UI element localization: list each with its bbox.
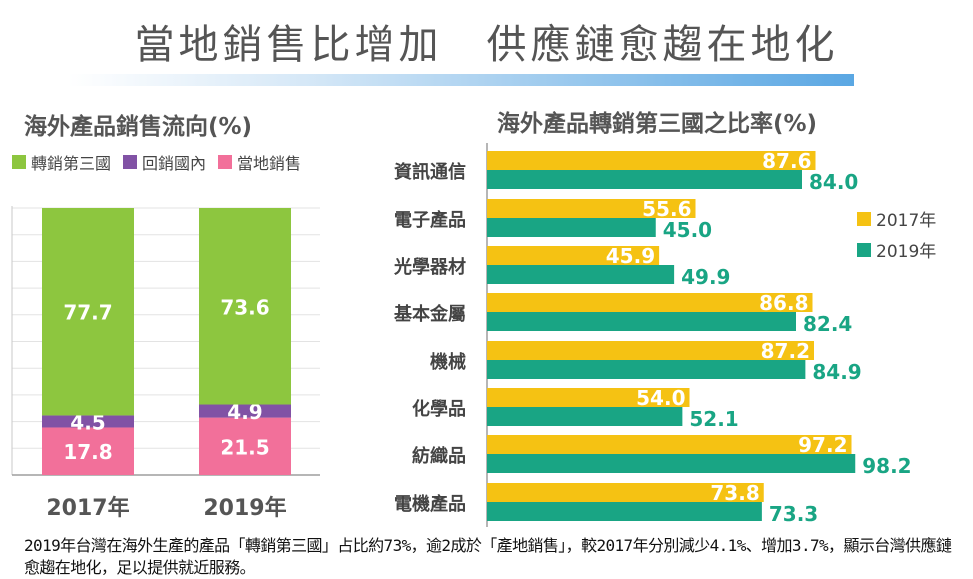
legend-swatch-yellow <box>857 211 871 226</box>
x-tick-label: 2017年 <box>46 495 129 521</box>
legend-label: 轉銷第三國 <box>31 154 112 173</box>
bar-segment <box>42 208 134 416</box>
data-label: 84.0 <box>809 170 858 194</box>
y-tick-label: 機械 <box>430 351 466 373</box>
legend-swatch-green <box>12 155 26 169</box>
data-label: 55.6 <box>642 197 691 221</box>
legend-label: 回銷國內 <box>142 154 207 173</box>
page-title: 當地銷售比增加 供應鏈愈趨在地化 <box>134 22 839 68</box>
legend-label: 2017年 <box>876 211 937 231</box>
y-tick-label: 紡織品 <box>412 445 466 467</box>
legend-item-2017: 2017年 <box>857 206 936 231</box>
legend-item-return: 回銷國內 <box>123 150 206 174</box>
legend-item-transfer: 轉銷第三國 <box>12 150 111 174</box>
bar-2017 <box>487 483 764 502</box>
legend-swatch-teal <box>857 242 871 257</box>
y-tick-label: 電子產品 <box>394 209 466 231</box>
legend-label: 2019年 <box>876 242 937 262</box>
bar-2017 <box>487 246 660 265</box>
data-label: 87.6 <box>762 149 811 173</box>
bar-chart-title: 海外產品轉銷第三國之比率(%) <box>497 111 818 137</box>
data-label: 98.2 <box>862 454 911 478</box>
bar-chart-legend: 2017年 2019年 <box>857 206 936 262</box>
data-label: 73.3 <box>769 502 818 526</box>
data-label: 45.9 <box>606 244 655 268</box>
y-tick-label: 資訊通信 <box>394 161 466 183</box>
bar-2017 <box>487 199 696 218</box>
bar-segment <box>199 417 291 475</box>
stacked-chart-legend: 轉銷第三國 回銷國內 當地銷售 <box>12 150 301 174</box>
bar-segment <box>199 208 291 405</box>
y-tick-label: 光學器材 <box>393 256 466 278</box>
bar-segment <box>199 404 291 418</box>
data-label: 52.1 <box>689 407 738 431</box>
legend-label: 當地銷售 <box>237 154 302 173</box>
caption-text: 2019年台灣在海外生產的產品「轉銷第三國」占比約73%，逾2成於「產地銷售」，… <box>24 536 952 577</box>
data-label: 45.0 <box>663 218 712 242</box>
bar-segment <box>42 415 134 428</box>
bar-2017 <box>487 293 813 312</box>
title-underline <box>68 74 854 86</box>
bar-2017 <box>487 151 816 170</box>
data-label: 49.9 <box>681 265 730 289</box>
bar-2019 <box>487 360 806 379</box>
data-label: 87.2 <box>761 339 810 363</box>
legend-item-local: 當地銷售 <box>218 150 301 174</box>
stacked-chart-title: 海外產品銷售流向(%) <box>24 114 253 140</box>
bar-2017 <box>487 435 852 454</box>
data-label: 73.8 <box>710 481 759 505</box>
y-tick-label: 電機產品 <box>394 493 466 515</box>
bar-segment <box>42 427 134 475</box>
data-label: 17.8 <box>63 440 112 464</box>
y-tick-label: 基本金屬 <box>393 303 466 325</box>
data-label: 97.2 <box>798 433 847 457</box>
bar-2019 <box>487 218 656 237</box>
legend-swatch-pink <box>218 155 233 169</box>
legend-item-2019: 2019年 <box>857 237 936 262</box>
bar-2019 <box>487 502 762 521</box>
data-label: 86.8 <box>759 291 808 315</box>
bar-2019 <box>487 454 856 473</box>
data-label: 21.5 <box>220 435 269 459</box>
data-label: 54.0 <box>636 386 685 410</box>
data-label: 73.6 <box>220 295 269 319</box>
y-tick-label: 化學品 <box>412 398 466 420</box>
bar-2019 <box>487 312 796 331</box>
data-label: 77.7 <box>63 301 112 325</box>
data-label: 84.9 <box>812 360 861 384</box>
data-label: 82.4 <box>803 312 852 336</box>
bar-2019 <box>487 265 675 284</box>
legend-swatch-purple <box>123 155 138 169</box>
bar-2017 <box>487 341 814 360</box>
bar-2019 <box>487 170 802 189</box>
x-tick-label: 2019年 <box>203 495 286 521</box>
bar-2017 <box>487 388 690 407</box>
bar-2019 <box>487 407 683 426</box>
